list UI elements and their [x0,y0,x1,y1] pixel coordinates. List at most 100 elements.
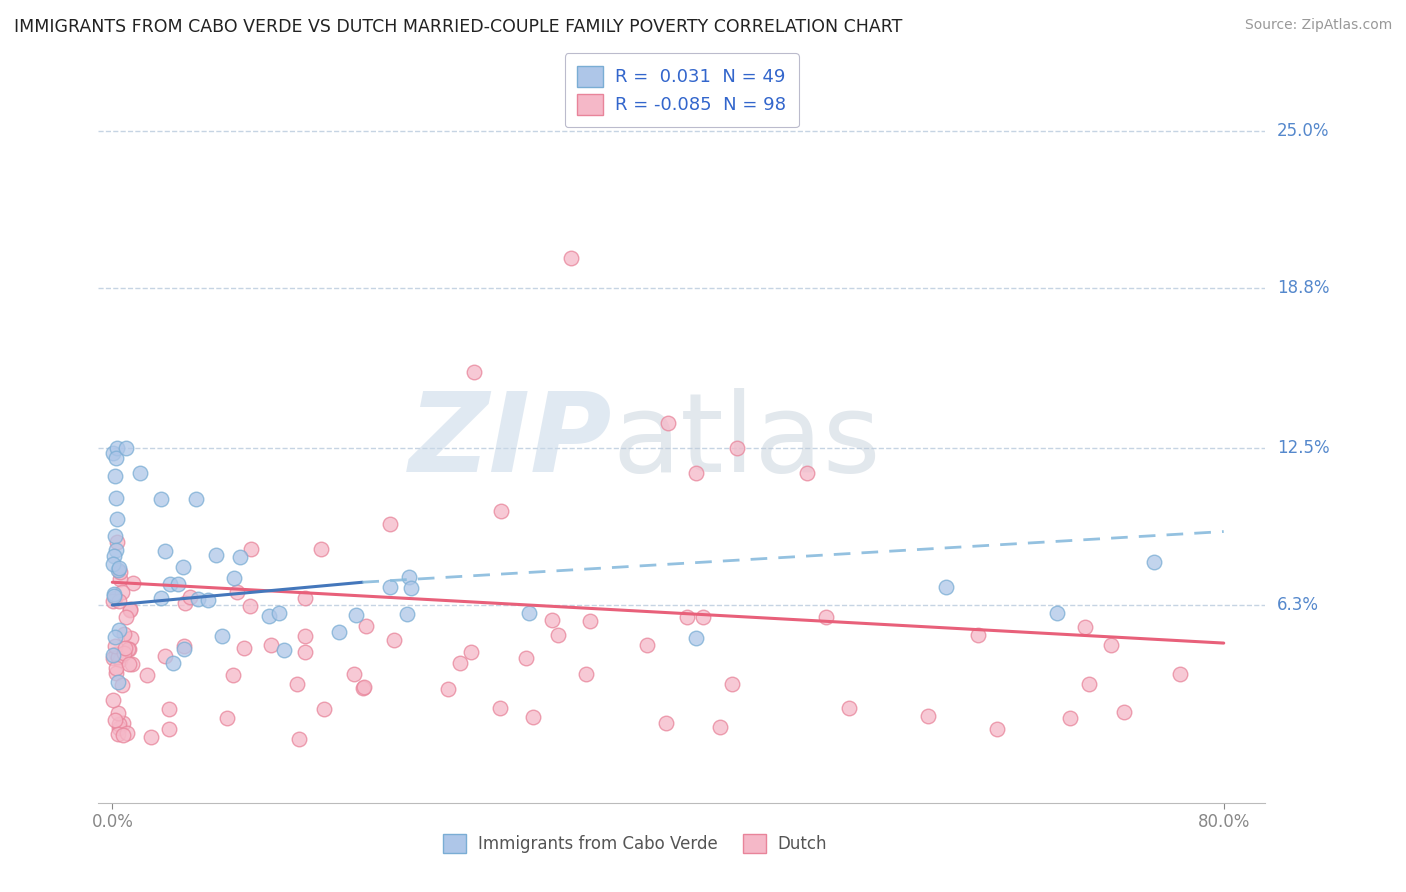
Dutch [460,644,482,658]
Dutch [1099,638,1122,652]
Dutch [986,723,1008,737]
Dutch [309,542,332,557]
Dutch [225,584,247,599]
Immigrants from Cabo Verde [398,570,420,584]
Immigrants from Cabo Verde [104,491,127,506]
Text: IMMIGRANTS FROM CABO VERDE VS DUTCH MARRIED-COUPLE FAMILY POVERTY CORRELATION CH: IMMIGRANTS FROM CABO VERDE VS DUTCH MARR… [14,18,903,36]
Dutch [122,576,145,591]
Dutch [103,693,125,707]
Immigrants from Cabo Verde [380,580,402,594]
Immigrants from Cabo Verde [396,607,419,621]
Dutch [107,726,129,740]
Immigrants from Cabo Verde [222,571,245,585]
Dutch [354,619,377,633]
Immigrants from Cabo Verde [173,642,195,657]
Immigrants from Cabo Verde [104,469,127,483]
Dutch [239,599,262,613]
Immigrants from Cabo Verde [1143,555,1166,569]
Immigrants from Cabo Verde [184,491,207,506]
Immigrants from Cabo Verde [103,549,125,563]
Dutch [547,628,569,642]
Immigrants from Cabo Verde [685,631,707,645]
Dutch [575,667,598,681]
Immigrants from Cabo Verde [107,675,129,690]
Immigrants from Cabo Verde [107,563,129,577]
Dutch [655,716,678,731]
Dutch [294,645,316,659]
Immigrants from Cabo Verde [517,606,540,620]
Immigrants from Cabo Verde [149,591,172,606]
Dutch [260,638,283,652]
Immigrants from Cabo Verde [205,549,228,563]
Immigrants from Cabo Verde [129,467,152,481]
Dutch [285,677,308,691]
Dutch [838,701,860,715]
Dutch [1168,667,1191,681]
Dutch [541,613,564,627]
Dutch [240,542,263,557]
Dutch [104,591,127,606]
Immigrants from Cabo Verde [105,542,128,557]
Immigrants from Cabo Verde [115,441,138,455]
Immigrants from Cabo Verde [105,512,128,526]
Dutch [312,702,335,716]
Dutch [685,467,707,481]
Text: Source: ZipAtlas.com: Source: ZipAtlas.com [1244,18,1392,32]
Immigrants from Cabo Verde [257,609,280,624]
Text: 18.8%: 18.8% [1277,279,1330,297]
Text: 12.5%: 12.5% [1277,439,1330,457]
Dutch [709,720,731,734]
Dutch [105,534,128,549]
Dutch [917,709,939,723]
Dutch [966,628,988,642]
Dutch [382,632,405,647]
Text: atlas: atlas [612,388,880,495]
Text: 25.0%: 25.0% [1277,122,1330,140]
Dutch [105,661,128,675]
Immigrants from Cabo Verde [155,543,177,558]
Immigrants from Cabo Verde [103,587,125,601]
Dutch [1059,711,1081,725]
Dutch [139,730,162,744]
Dutch [294,591,316,605]
Dutch [112,716,135,731]
Dutch [105,647,128,661]
Dutch [111,678,134,692]
Immigrants from Cabo Verde [101,445,124,459]
Immigrants from Cabo Verde [104,630,127,644]
Immigrants from Cabo Verde [228,550,250,565]
Immigrants from Cabo Verde [187,592,209,607]
Dutch [108,566,131,580]
Immigrants from Cabo Verde [1046,606,1069,620]
Immigrants from Cabo Verde [328,625,350,640]
Dutch [233,641,256,656]
Dutch [1078,677,1101,691]
Immigrants from Cabo Verde [159,577,181,591]
Dutch [294,629,316,643]
Dutch [657,416,679,430]
Dutch [560,251,582,265]
Immigrants from Cabo Verde [103,589,125,603]
Dutch [343,666,366,681]
Dutch [111,728,134,742]
Immigrants from Cabo Verde [211,629,233,643]
Dutch [157,702,180,716]
Dutch [121,657,143,672]
Dutch [112,646,135,660]
Dutch [522,710,544,724]
Dutch [1073,620,1095,634]
Dutch [727,441,749,455]
Immigrants from Cabo Verde [267,606,290,620]
Dutch [721,677,744,691]
Dutch [489,700,512,714]
Text: ZIP: ZIP [408,388,612,495]
Dutch [120,603,142,617]
Dutch [155,649,177,664]
Dutch [179,590,201,604]
Dutch [491,504,513,518]
Dutch [108,572,131,586]
Immigrants from Cabo Verde [105,441,128,455]
Dutch [515,650,537,665]
Dutch [118,642,141,657]
Dutch [111,585,134,599]
